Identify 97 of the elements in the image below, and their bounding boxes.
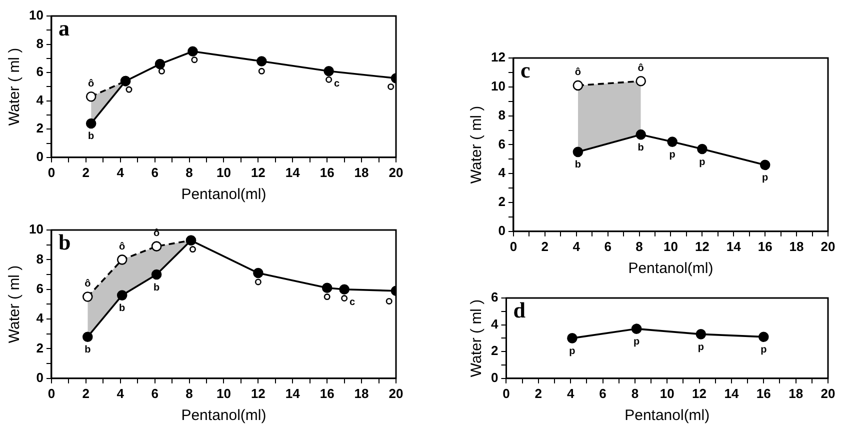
x-axis-title: Pentanol(ml) [628, 260, 714, 278]
annotation: b [153, 282, 160, 294]
annotation: ô [88, 78, 94, 90]
x-tick-label: 10 [216, 164, 231, 180]
annotation: b [574, 160, 581, 171]
y-tick-label: 0 [490, 370, 498, 385]
y-tick-label: 4 [36, 310, 44, 326]
x-axis-title: Pentanol(ml) [181, 186, 266, 204]
y-tick-label: 2 [36, 340, 44, 356]
x-tick-label: 14 [285, 164, 301, 180]
x-tick-label: 2 [82, 386, 90, 401]
y-tick-label: 2 [498, 194, 506, 210]
annotation: ô [119, 241, 126, 252]
x-tick-label: 2 [82, 164, 90, 180]
y-tick-label: 6 [36, 64, 44, 80]
x-tick-label: 8 [186, 164, 193, 180]
x-tick-label: 12 [694, 238, 710, 254]
y-tick-label: 2 [36, 120, 44, 136]
x-tick-label: 18 [354, 164, 369, 180]
x-tick-label: 16 [758, 238, 772, 254]
x-tick-label: 18 [354, 386, 369, 401]
y-tick-label: 0 [498, 222, 506, 238]
y-tick-label: 10 [490, 78, 506, 94]
annotation: ô [84, 278, 91, 290]
x-tick-label: 0 [48, 164, 56, 180]
annotation: ô [638, 62, 644, 74]
x-tick-label: 20 [388, 386, 404, 401]
chart-title: d [513, 298, 526, 323]
chart-title: b [58, 230, 71, 255]
y-tick-label: 4 [36, 92, 44, 108]
x-tick-label: 4 [116, 386, 125, 401]
x-tick-label: 8 [186, 386, 193, 401]
x-tick-label: 0 [510, 238, 518, 254]
x-axis-title: Pentanol(ml) [624, 407, 710, 424]
x-tick-label: 2 [541, 238, 549, 254]
chart-title: c [520, 58, 530, 83]
annotation: p [569, 346, 576, 357]
annotation: p [698, 342, 704, 353]
x-tick-label: 10 [663, 238, 678, 254]
x-tick-label: 0 [48, 386, 56, 401]
x-tick-label: 10 [216, 386, 231, 401]
x-tick-label: 20 [388, 164, 404, 180]
x-tick-label: 12 [692, 386, 707, 401]
y-axis-title: Water ( ml ) [6, 265, 24, 344]
x-tick-label: 12 [250, 386, 266, 401]
x-tick-label: 6 [151, 164, 158, 180]
x-tick-label: 12 [250, 164, 266, 180]
x-tick-label: 4 [566, 386, 575, 401]
x-tick-label: 14 [285, 386, 301, 401]
y-tick-label: 0 [36, 370, 44, 385]
y-tick-label: 2 [490, 343, 498, 358]
x-tick-label: 10 [660, 386, 674, 401]
x-tick-label: 20 [820, 238, 836, 254]
y-tick-label: 6 [498, 136, 506, 152]
y-tick-label: 10 [28, 8, 44, 23]
annotation: ô [574, 67, 581, 78]
y-axis-title: Water ( ml ) [6, 48, 24, 126]
y-tick-label: 8 [36, 36, 44, 51]
x-tick-label: 20 [820, 386, 836, 401]
x-tick-label: 6 [604, 238, 612, 254]
x-tick-label: 8 [631, 386, 639, 401]
x-tick-label: 4 [116, 164, 125, 180]
annotation: b [84, 344, 91, 356]
y-axis-title: Water ( ml ) [468, 106, 486, 184]
annotation: b [119, 303, 126, 314]
y-tick-label: 8 [498, 107, 506, 122]
x-tick-label: 14 [726, 238, 742, 254]
x-tick-label: 6 [599, 386, 606, 401]
x-tick-label: 18 [788, 386, 804, 401]
annotation: p [760, 344, 767, 356]
annotation: p [669, 150, 676, 161]
annotation: c [334, 78, 340, 90]
annotation: c [350, 297, 356, 308]
x-tick-label: 14 [724, 386, 740, 401]
x-tick-label: 8 [636, 238, 643, 254]
x-axis-title: Pentanol(ml) [181, 407, 266, 424]
annotation: p [633, 336, 640, 348]
y-axis-title: Water ( ml ) [468, 299, 486, 378]
annotation: p [762, 172, 768, 184]
x-tick-label: 16 [320, 164, 334, 180]
y-tick-label: 0 [36, 148, 44, 164]
x-tick-label: 16 [756, 386, 771, 401]
annotation: b [638, 142, 644, 154]
x-tick-label: 4 [572, 238, 581, 254]
y-tick-label: 4 [490, 316, 499, 332]
x-tick-label: 2 [534, 386, 542, 401]
x-tick-label: 16 [320, 386, 334, 401]
annotation: p [699, 156, 706, 168]
x-tick-label: 18 [789, 238, 804, 254]
y-tick-label: 12 [490, 50, 506, 65]
y-tick-label: 6 [36, 280, 44, 296]
x-tick-label: 6 [151, 386, 158, 401]
y-tick-label: 10 [28, 222, 44, 237]
y-tick-label: 8 [36, 251, 44, 266]
annotation: b [88, 131, 94, 142]
y-tick-label: 6 [490, 290, 498, 305]
chart-title: a [58, 16, 70, 41]
